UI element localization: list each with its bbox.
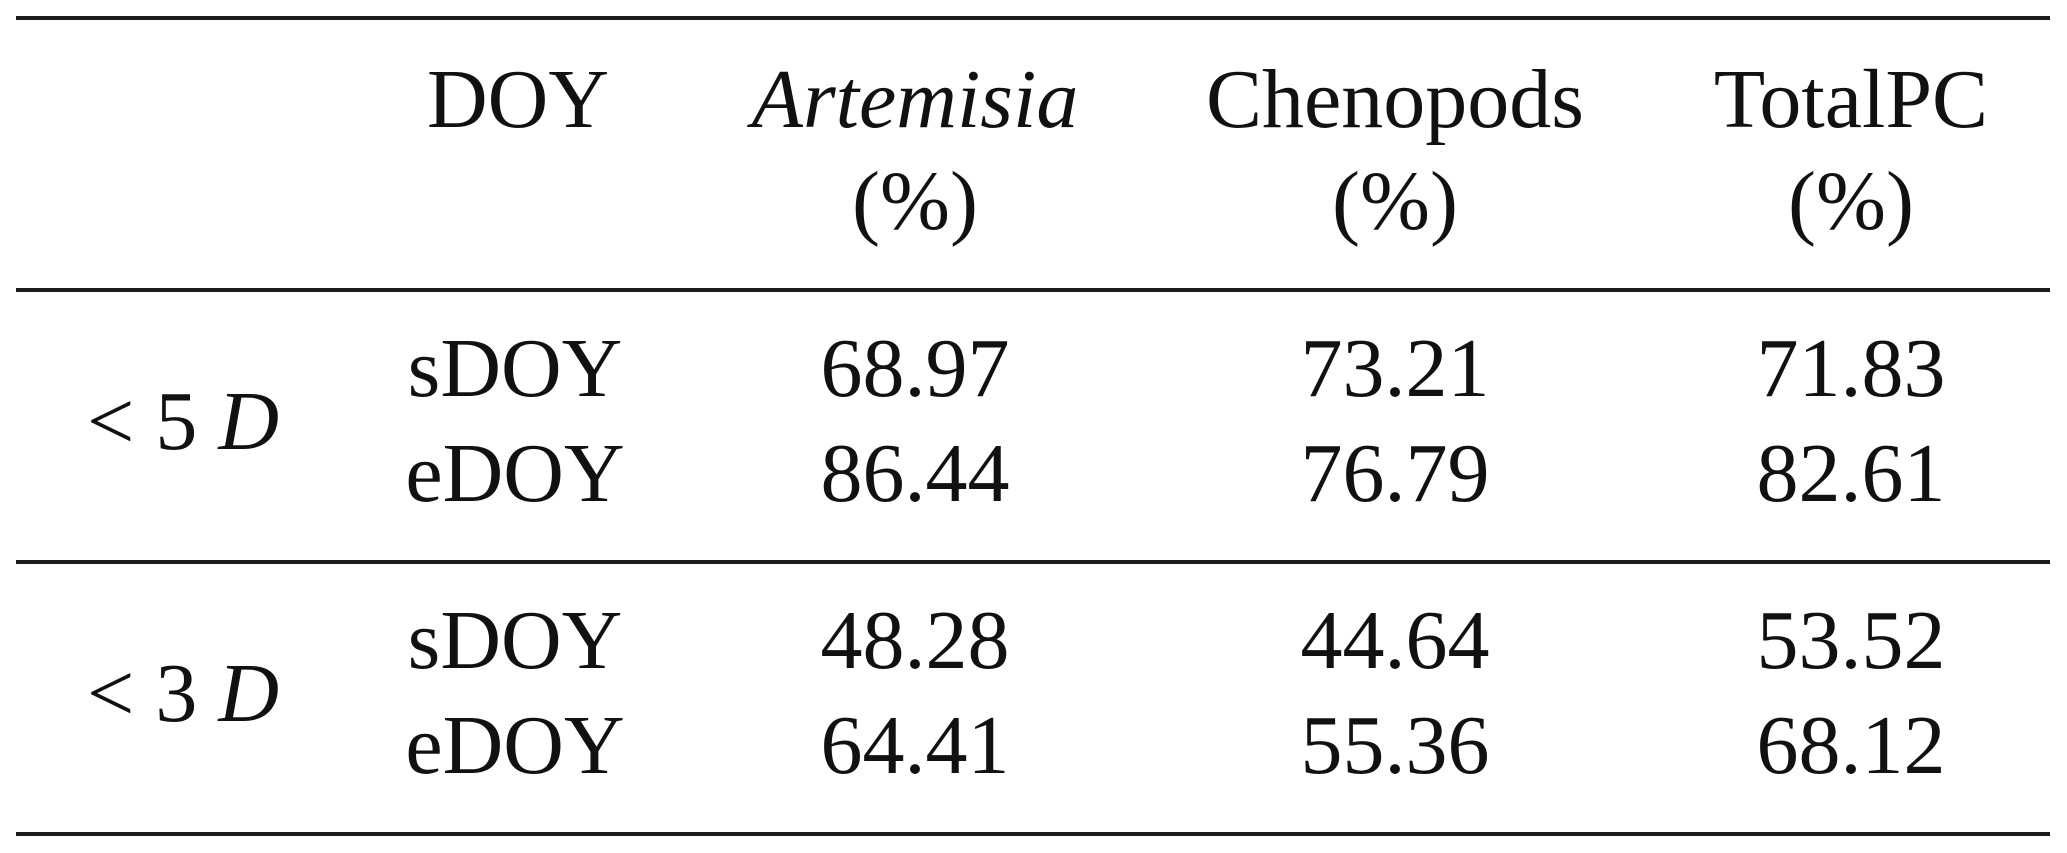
header-chenopods-label: Chenopods bbox=[1206, 53, 1584, 146]
table-cell-chenopods: 44.64 bbox=[1300, 594, 1490, 687]
group-label: < 3 D bbox=[87, 652, 279, 736]
header-doy: DOY bbox=[427, 58, 609, 142]
header-totalpc-label: TotalPC bbox=[1713, 53, 1989, 146]
header-artemisia: Artemisia (%) bbox=[752, 58, 1079, 244]
header-totalpc: TotalPC (%) bbox=[1714, 58, 1988, 244]
header-artemisia-label: Artemisia bbox=[751, 53, 1079, 146]
bottom-rule bbox=[16, 832, 2050, 836]
table-cell-totalpc: 53.52 bbox=[1756, 594, 1946, 687]
header-artemisia-unit: (%) bbox=[852, 155, 978, 248]
group-number: 5 bbox=[155, 375, 198, 468]
table-cell-totalpc: 71.83 bbox=[1756, 322, 1946, 415]
group-variable: D bbox=[218, 375, 280, 468]
header-doy-label: DOY bbox=[427, 53, 609, 146]
table-cell-chenopods: 55.36 bbox=[1300, 699, 1490, 792]
table-cell-doy: sDOY bbox=[407, 594, 623, 687]
header-chenopods-unit: (%) bbox=[1332, 155, 1458, 248]
table-cell-doy: eDOY bbox=[405, 427, 625, 520]
table-cell-doy: eDOY bbox=[405, 699, 625, 792]
header-rule bbox=[16, 288, 2050, 292]
group-label: < 5 D bbox=[87, 380, 279, 464]
table-cell-artemisia: 86.44 bbox=[820, 427, 1010, 520]
top-rule bbox=[16, 16, 2050, 20]
group-variable: D bbox=[218, 647, 280, 740]
header-totalpc-unit: (%) bbox=[1788, 155, 1914, 248]
group-symbol: < bbox=[86, 647, 135, 740]
table-cell-chenopods: 76.79 bbox=[1300, 427, 1490, 520]
table-cell-artemisia: 48.28 bbox=[820, 594, 1010, 687]
group-symbol: < bbox=[86, 375, 135, 468]
group-number: 3 bbox=[155, 647, 198, 740]
table-cell-totalpc: 82.61 bbox=[1756, 427, 1946, 520]
group-divider-rule bbox=[16, 560, 2050, 564]
table-cell-doy: sDOY bbox=[407, 322, 623, 415]
table-cell-artemisia: 64.41 bbox=[820, 699, 1010, 792]
table-cell-chenopods: 73.21 bbox=[1300, 322, 1490, 415]
header-chenopods: Chenopods (%) bbox=[1206, 58, 1584, 244]
table-cell-artemisia: 68.97 bbox=[820, 322, 1010, 415]
table-cell-totalpc: 68.12 bbox=[1756, 699, 1946, 792]
